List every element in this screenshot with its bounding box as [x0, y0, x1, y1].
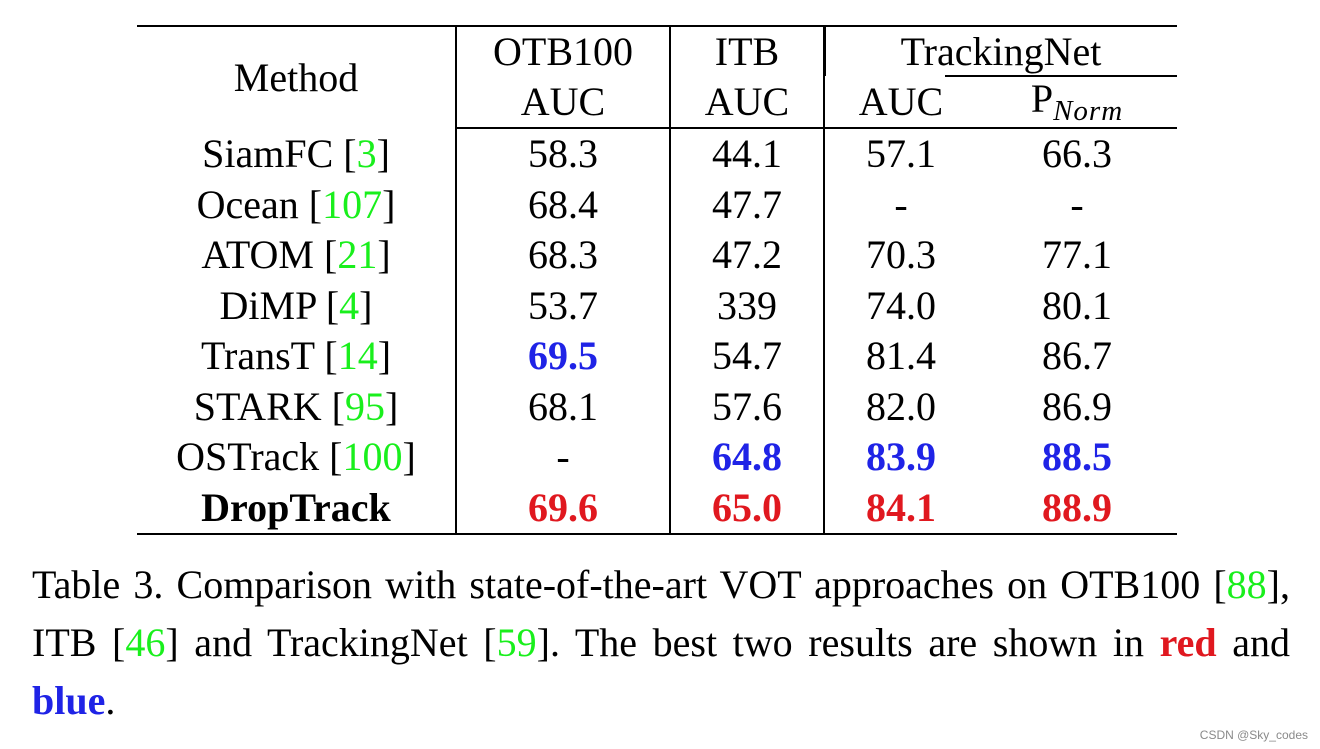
method-citation[interactable]: 3 [356, 130, 377, 176]
method-cell: ATOM [21] [137, 230, 457, 281]
table-row: STARK [95] 68.1 57.6 82.0 86.9 [137, 381, 1177, 432]
tn-auc-cell: 74.0 [866, 282, 936, 328]
itb-header: ITB [670, 25, 825, 77]
otb100-header: OTB100 [456, 25, 671, 77]
itb-auc-cell: 57.6 [670, 381, 825, 432]
method-name: SiamFC [202, 130, 334, 176]
itb-auc-cell: 44.1 [670, 128, 825, 180]
tn-pnorm-header: PNorm [977, 75, 1177, 129]
method-citation[interactable]: 107 [322, 181, 383, 227]
method-cell: DiMP [4] [137, 280, 457, 331]
method-cell: Ocean [107] [137, 179, 457, 230]
caption-text: Table 3. Comparison with state-of-the-ar… [32, 562, 1227, 607]
tn-pnorm-cell-best: 88.9 [977, 482, 1177, 535]
method-name: ATOM [201, 232, 314, 278]
otb-auc-cell: 53.7 [456, 280, 671, 331]
table-row: SiamFC [3] 58.3 44.1 57.1 66.3 [137, 128, 1177, 180]
watermark: CSDN @Sky_codes [1199, 728, 1308, 742]
tn-auc-cell: 57.1 [866, 131, 936, 177]
table-row: Ocean [107] 68.4 47.7 - - [137, 179, 1177, 230]
method-citation[interactable]: 100 [342, 434, 403, 480]
tn-auc-header: AUC [824, 77, 977, 129]
table-row: TransT [14] 69.5 54.7 81.4 86.7 [137, 331, 1177, 382]
caption-text: ], ITB [ [32, 562, 1290, 665]
method-header: Method [137, 25, 457, 128]
pnorm-subscript: Norm [1053, 94, 1124, 127]
tn-pnorm-cell: 86.7 [1042, 333, 1112, 379]
itb-auc-cell: 47.2 [670, 230, 825, 281]
trackingnet-header: TrackingNet [824, 25, 1177, 77]
table-header-row-2: AUC AUC AUC PNorm [137, 75, 1177, 129]
itb-auc-cell-second-best: 64.8 [670, 432, 825, 483]
trackingnet-cmidrule [945, 75, 1177, 77]
caption-citation[interactable]: 46 [125, 620, 166, 665]
itb-auc-cell-best: 65.0 [670, 482, 825, 535]
caption-citation[interactable]: 88 [1226, 562, 1267, 607]
tn-pnorm-cell: - [1070, 181, 1084, 227]
method-name: OSTrack [176, 434, 320, 480]
caption-text: ] and TrackingNet [ [165, 620, 497, 665]
method-citation[interactable]: 21 [337, 232, 378, 278]
tn-auc-cell: 82.0 [866, 383, 936, 429]
tn-pnorm-cell: 86.9 [1042, 383, 1112, 429]
otb-auc-cell: - [456, 432, 671, 483]
table-row: OSTrack [100] - 64.8 83.9 88.5 [137, 432, 1177, 483]
caption-text: ]. The best two results are shown in [536, 620, 1160, 665]
method-citation[interactable]: 95 [344, 383, 385, 429]
trackingnet-header-label: TrackingNet [900, 29, 1102, 74]
pnorm-base: P [1030, 75, 1054, 121]
caption-text: . [105, 678, 116, 723]
tn-pnorm-cell: 77.1 [1042, 232, 1112, 278]
tn-auc-cell-best: 84.1 [824, 482, 977, 535]
itb-auc-cell: 47.7 [670, 179, 825, 230]
method-cell: TransT [14] [137, 331, 457, 382]
otb-auc-cell-best: 69.6 [456, 482, 671, 535]
method-name: TransT [200, 333, 315, 379]
tn-pnorm-cell: 80.1 [1042, 282, 1112, 328]
method-cell: OSTrack [100] [137, 432, 457, 483]
caption-blue-word: blue [32, 678, 106, 723]
otb-auc-cell: 68.3 [456, 230, 671, 281]
method-citation[interactable]: 14 [337, 333, 378, 379]
results-table: Method OTB100 ITB TrackingNet AUC AUC AU… [137, 25, 1177, 535]
tn-auc-cell-second-best: 83.9 [866, 434, 936, 480]
tn-auc-cell: - [894, 181, 908, 227]
otb-auc-header: AUC [456, 77, 671, 129]
itb-auc-cell: 54.7 [670, 331, 825, 382]
otb-auc-cell: 68.4 [456, 179, 671, 230]
tn-pnorm-cell-second-best: 88.5 [1042, 434, 1112, 480]
table-row: DiMP [4] 53.7 339 74.0 80.1 [137, 280, 1177, 331]
caption-red-word: red [1159, 620, 1217, 665]
otb-auc-cell: 58.3 [456, 128, 671, 180]
caption-text: and [1216, 620, 1290, 665]
itb-auc-header: AUC [670, 77, 825, 129]
method-name: STARK [193, 383, 322, 429]
method-name: DiMP [219, 282, 316, 328]
otb-auc-cell: 68.1 [456, 381, 671, 432]
method-cell: STARK [95] [137, 381, 457, 432]
table-header-row-1: Method OTB100 ITB TrackingNet [137, 25, 1177, 128]
method-name: Ocean [196, 181, 299, 227]
tn-pnorm-cell: 66.3 [1042, 131, 1112, 177]
caption-citation[interactable]: 59 [496, 620, 537, 665]
itb-auc-cell: 339 [670, 280, 825, 331]
otb-auc-cell-second-best: 69.5 [456, 331, 671, 382]
tn-auc-cell: 81.4 [866, 333, 936, 379]
table-row-ours: DropTrack 69.6 65.0 84.1 88.9 [137, 482, 1177, 535]
method-citation[interactable]: 4 [339, 282, 360, 328]
table-caption: Table 3. Comparison with state-of-the-ar… [32, 556, 1290, 730]
tn-auc-cell: 70.3 [866, 232, 936, 278]
method-name-ours: DropTrack [137, 482, 457, 535]
table-row: ATOM [21] 68.3 47.2 70.3 77.1 [137, 230, 1177, 281]
method-cell: SiamFC [3] [137, 128, 457, 180]
